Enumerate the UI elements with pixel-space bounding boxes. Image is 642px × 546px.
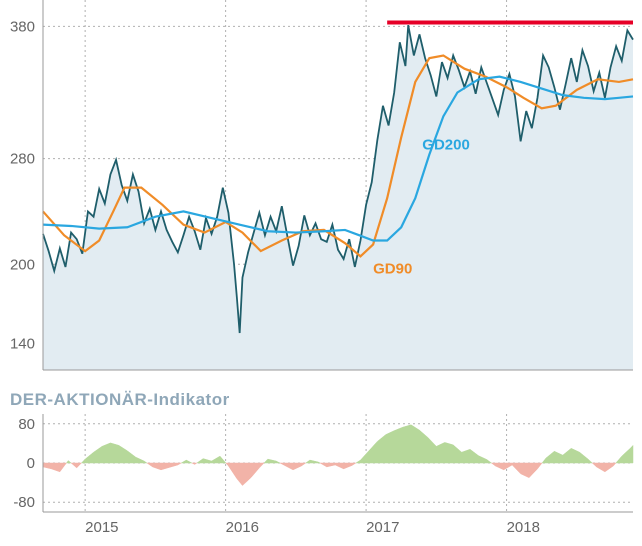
svg-text:2016: 2016 <box>226 519 259 536</box>
chart-container: { "layout": { "width": 642, "height": 54… <box>0 0 642 546</box>
svg-text:2018: 2018 <box>507 519 540 536</box>
svg-text:-80: -80 <box>13 494 35 511</box>
svg-text:GD90: GD90 <box>373 261 412 278</box>
svg-text:2015: 2015 <box>85 519 118 536</box>
svg-text:0: 0 <box>27 455 35 472</box>
svg-text:380: 380 <box>10 18 35 35</box>
svg-text:GD200: GD200 <box>422 136 470 153</box>
svg-text:80: 80 <box>18 416 35 433</box>
svg-text:280: 280 <box>10 151 35 168</box>
chart-svg: 140 200 280 380 GD90 GD200 -80 0 80 2015 2016 2017 2… <box>0 0 642 546</box>
indicator-title: DER-AKTIONÄR-Indikator <box>10 390 230 410</box>
svg-text:2017: 2017 <box>366 519 399 536</box>
svg-text:140: 140 <box>10 336 35 353</box>
svg-text:200: 200 <box>10 256 35 273</box>
